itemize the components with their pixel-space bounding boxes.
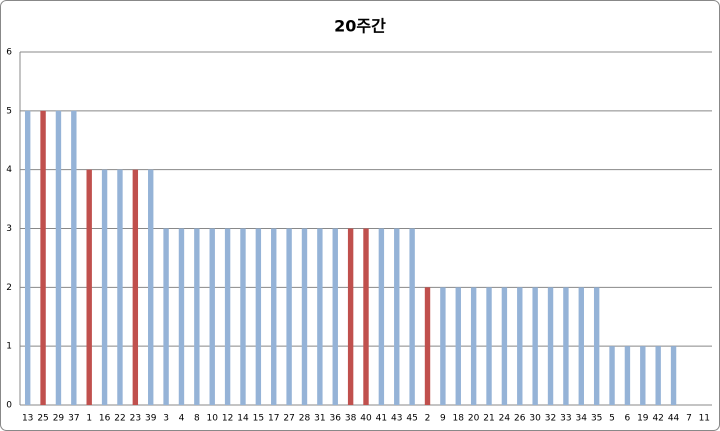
y-tick-label: 0 [6,401,12,411]
x-tick-label: 24 [499,414,511,424]
x-tick-label: 43 [391,414,402,424]
x-tick-label: 36 [330,414,342,424]
x-tick-label: 15 [253,414,264,424]
bar [578,287,584,405]
x-tick-label: 11 [699,414,710,424]
bar [640,346,646,405]
x-tick-label: 9 [440,414,446,424]
bar [132,169,139,405]
bar [409,228,415,405]
x-tick-label: 19 [637,414,649,424]
bar [655,346,661,405]
y-tick-label: 6 [6,48,12,58]
bar [347,228,354,405]
x-tick-label: 12 [222,414,233,424]
bar [440,287,446,405]
x-tick-label: 29 [53,414,65,424]
x-tick-label: 17 [268,414,279,424]
x-tick-label: 7 [686,414,692,424]
x-tick-label: 26 [514,414,526,424]
bar [178,228,185,405]
x-tick-label: 5 [609,414,615,424]
x-tick-label: 2 [425,414,431,424]
bar [271,228,277,405]
bar [240,228,246,405]
y-tick-label: 2 [6,283,12,293]
bar [286,228,292,405]
bar [117,169,123,405]
y-tick-label: 1 [6,342,12,352]
bar [455,287,461,405]
x-tick-label: 16 [99,414,111,424]
x-tick-label: 4 [179,414,185,424]
x-tick-label: 42 [652,414,663,424]
bar [486,287,492,405]
bar [163,228,169,405]
x-tick-label: 18 [453,414,465,424]
x-tick-label: 44 [668,414,680,424]
x-tick-label: 32 [545,414,556,424]
x-tick-label: 27 [283,414,294,424]
x-tick-label: 10 [206,414,218,424]
bar [332,228,338,405]
bar [378,228,385,405]
x-tick-label: 38 [345,414,357,424]
x-tick-label: 31 [314,414,325,424]
x-tick-label: 21 [483,414,494,424]
bar [148,169,154,405]
bar [394,228,400,405]
bar [301,228,308,405]
x-tick-label: 13 [22,414,33,424]
x-tick-label: 28 [299,414,311,424]
bar [609,346,615,405]
x-tick-label: 30 [529,414,541,424]
bar [317,228,323,405]
bar [593,287,600,405]
bar [424,287,431,405]
x-tick-label: 39 [145,414,157,424]
x-tick-label: 40 [360,414,372,424]
bar [547,287,554,405]
x-tick-label: 45 [406,414,417,424]
bar [194,228,200,405]
bar [517,287,523,405]
bar [532,287,538,405]
bar [209,228,215,405]
bar [55,110,62,405]
bar [255,228,262,405]
x-tick-label: 33 [560,414,571,424]
y-tick-label: 4 [6,165,12,175]
x-tick-label: 14 [237,414,249,424]
x-tick-label: 23 [130,414,141,424]
bar [363,228,369,405]
bar [670,346,677,405]
bar [40,110,46,405]
bar [563,287,569,405]
bar [470,287,477,405]
bar [501,287,508,405]
x-tick-label: 1 [86,414,92,424]
bar [624,346,631,405]
bar [86,169,92,405]
bar [101,169,108,405]
bar [24,110,31,405]
x-tick-label: 37 [68,414,79,424]
x-tick-label: 22 [114,414,125,424]
chart-title: 20주간 [334,17,386,36]
y-tick-label: 5 [6,106,12,116]
bar [71,110,77,405]
bar [224,228,231,405]
x-tick-label: 3 [163,414,169,424]
x-tick-label: 41 [376,414,387,424]
x-tick-label: 25 [37,414,48,424]
x-tick-label: 34 [576,414,588,424]
x-tick-label: 20 [468,414,480,424]
x-tick-label: 35 [591,414,602,424]
x-tick-label: 6 [625,414,631,424]
y-tick-label: 3 [6,224,12,234]
x-tick-label: 8 [194,414,200,424]
